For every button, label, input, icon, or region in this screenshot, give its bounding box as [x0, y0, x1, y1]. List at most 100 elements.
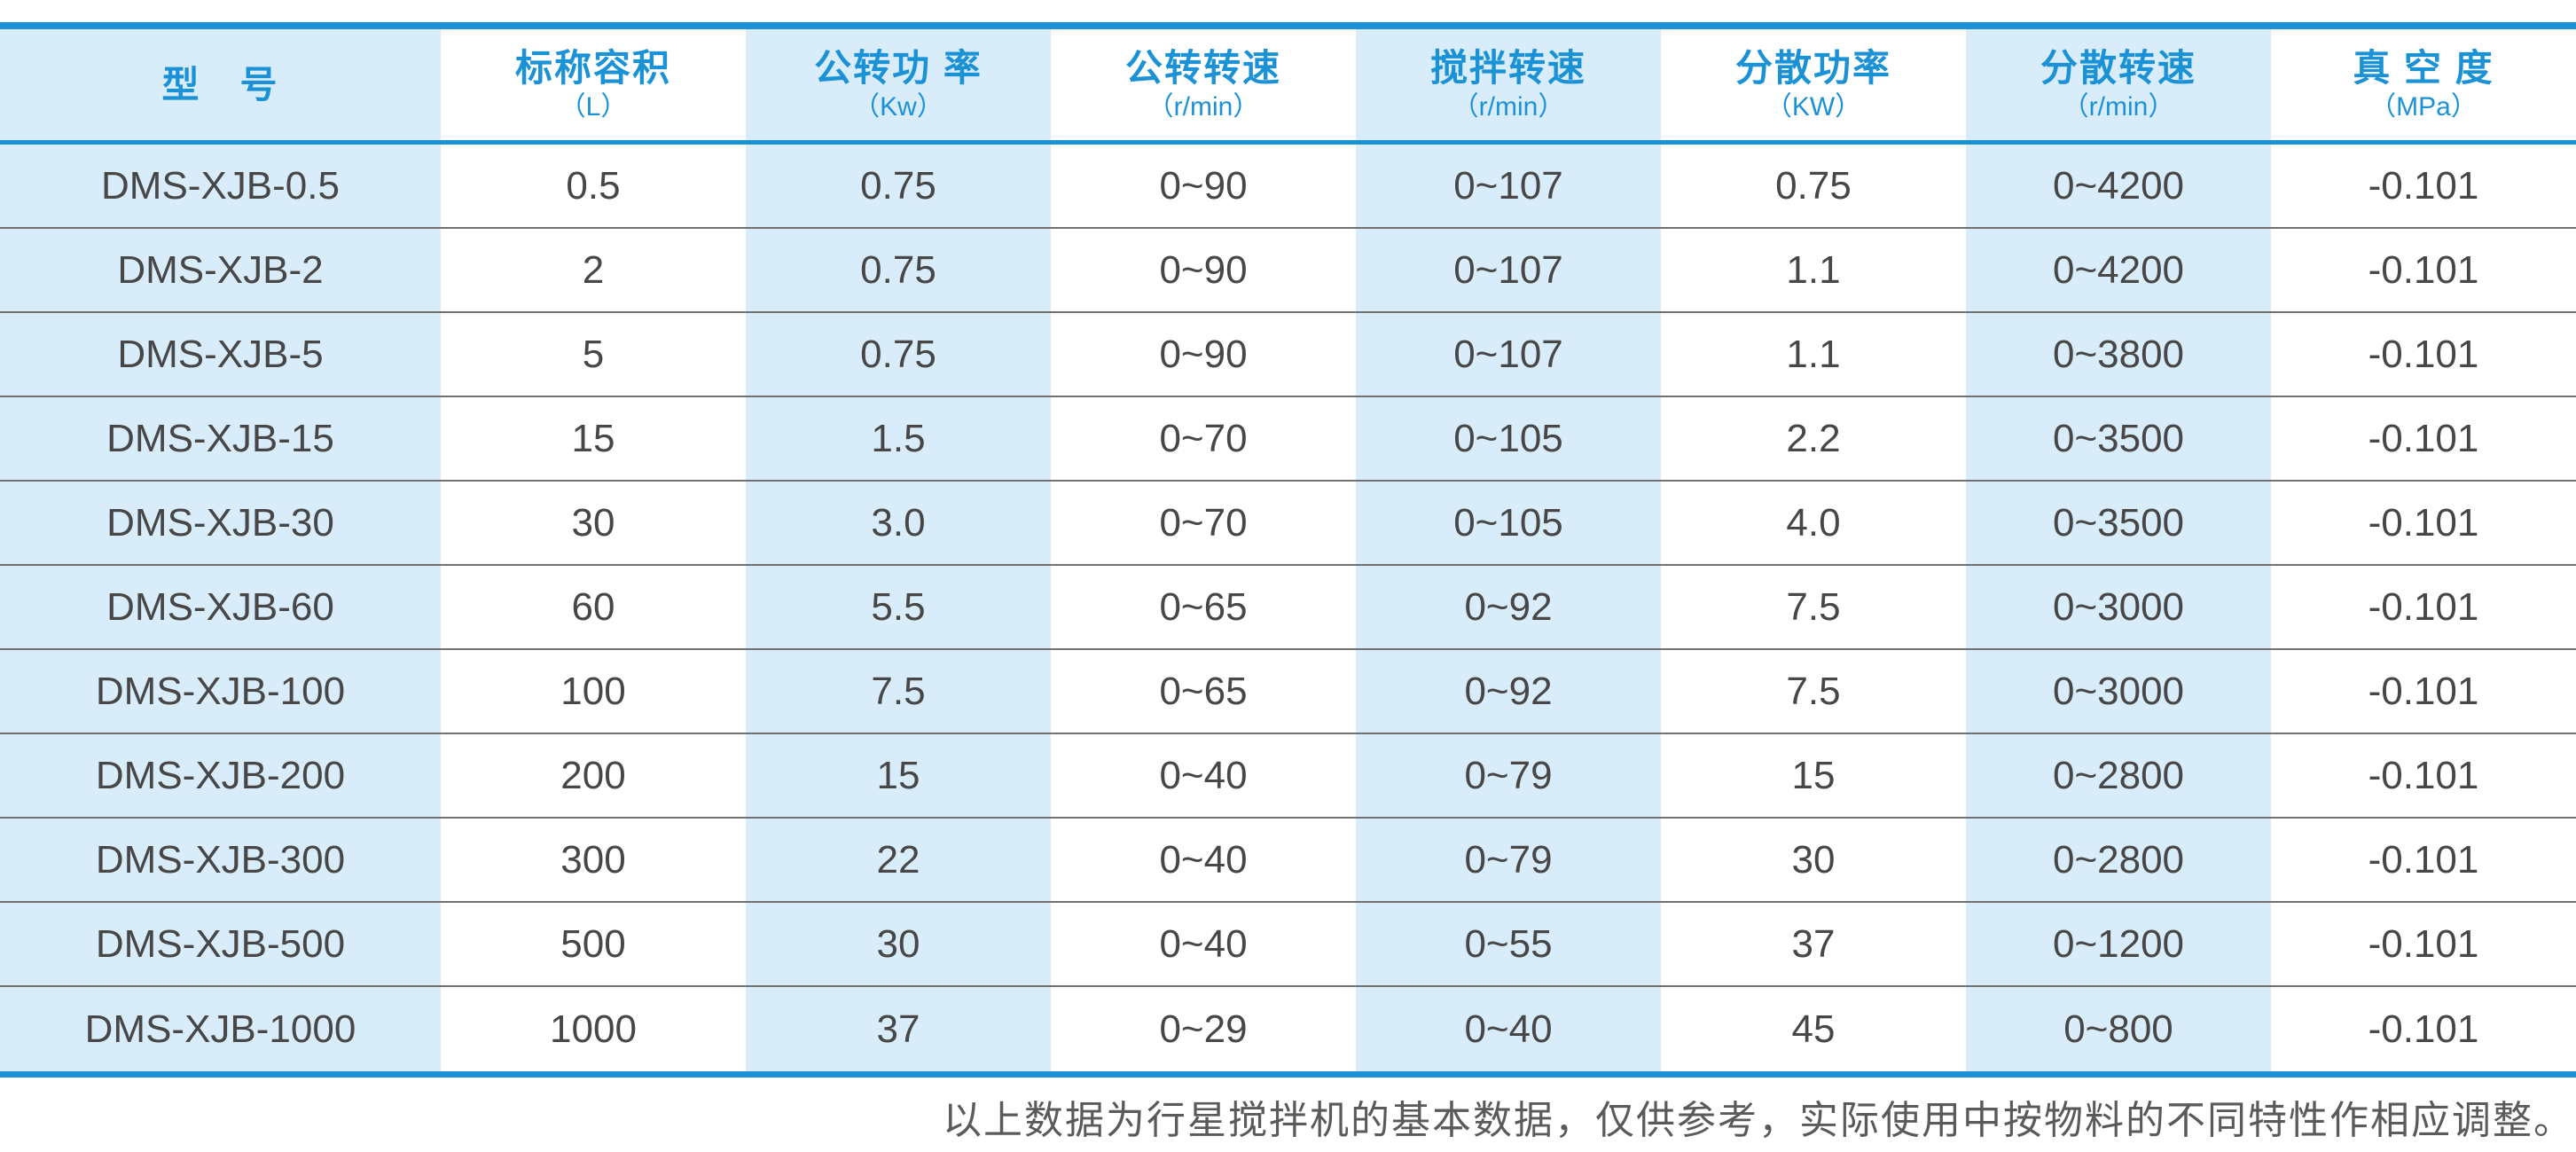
value-cell: 0.75	[746, 229, 1051, 311]
value-cell: 0~92	[1356, 650, 1661, 733]
value-cell: 0~105	[1356, 482, 1661, 564]
value-cell: 0~79	[1356, 734, 1661, 817]
value-cell: 0~2800	[1966, 734, 2271, 817]
value-cell: 1.5	[746, 397, 1051, 480]
table-row: DMS-XJB-15 15 1.5 0~70 0~105 2.2 0~3500 -0.101	[0, 397, 2576, 482]
header-title: 标称容积	[514, 46, 671, 89]
header-unit: （r/min）	[2062, 91, 2175, 121]
header-model: 型 号	[0, 29, 441, 140]
model-cell: DMS-XJB-0.5	[0, 145, 441, 227]
value-cell: 1.1	[1661, 313, 1966, 396]
value-cell: 0.75	[746, 313, 1051, 396]
model-cell: DMS-XJB-2	[0, 229, 441, 311]
value-cell: 0~92	[1356, 566, 1661, 648]
value-cell: 0~3000	[1966, 650, 2271, 733]
value-cell: 3.0	[746, 482, 1051, 564]
value-cell: 0.75	[746, 145, 1051, 227]
value-cell: 0~40	[1051, 819, 1356, 901]
value-cell: 4.0	[1661, 482, 1966, 564]
value-cell: 0~3800	[1966, 313, 2271, 396]
value-cell: 0~29	[1051, 987, 1356, 1071]
header-unit: （r/min）	[1452, 91, 1565, 121]
value-cell: 500	[441, 903, 746, 985]
model-cell: DMS-XJB-60	[0, 566, 441, 648]
header-vacuum-degree: 真 空 度 （MPa）	[2271, 29, 2576, 140]
value-cell: 0.5	[441, 145, 746, 227]
value-cell: 0~40	[1051, 903, 1356, 985]
value-cell: 0~40	[1356, 987, 1661, 1071]
value-cell: -0.101	[2271, 987, 2576, 1071]
header-unit: （r/min）	[1147, 91, 1260, 121]
model-cell: DMS-XJB-5	[0, 313, 441, 396]
value-cell: -0.101	[2271, 482, 2576, 564]
value-cell: 0~800	[1966, 987, 2271, 1071]
value-cell: -0.101	[2271, 566, 2576, 648]
value-cell: 0~70	[1051, 482, 1356, 564]
value-cell: 0~107	[1356, 229, 1661, 311]
value-cell: 7.5	[1661, 650, 1966, 733]
model-cell: DMS-XJB-30	[0, 482, 441, 564]
value-cell: -0.101	[2271, 229, 2576, 311]
header-divider-line	[0, 140, 2576, 145]
value-cell: 37	[746, 987, 1051, 1071]
value-cell: 1000	[441, 987, 746, 1071]
value-cell: 0~107	[1356, 145, 1661, 227]
planetary-mixer-spec-table: 型 号 标称容积 （L） 公转功 率 （Kw） 公转转速 （r/min） 搅拌转…	[0, 22, 2576, 1078]
header-title: 分散转速	[2040, 46, 2196, 89]
value-cell: 1.1	[1661, 229, 1966, 311]
table-row: DMS-XJB-30 30 3.0 0~70 0~105 4.0 0~3500 -0.101	[0, 482, 2576, 566]
value-cell: 0~70	[1051, 397, 1356, 480]
header-title: 公转转速	[1124, 46, 1281, 89]
footer-note: 以上数据为行星搅拌机的基本数据，仅供参考，实际使用中按物料的不同特性作相应调整。	[943, 1098, 2574, 1143]
table-row: DMS-XJB-300 300 22 0~40 0~79 30 0~2800 -0.101	[0, 819, 2576, 903]
header-dispersion-speed: 分散转速 （r/min）	[1966, 29, 2271, 140]
header-nominal-volume: 标称容积 （L）	[441, 29, 746, 140]
value-cell: 2.2	[1661, 397, 1966, 480]
table-row: DMS-XJB-2 2 0.75 0~90 0~107 1.1 0~4200 -0.101	[0, 229, 2576, 313]
header-revolution-power: 公转功 率 （Kw）	[746, 29, 1051, 140]
value-cell: -0.101	[2271, 734, 2576, 817]
table-row: DMS-XJB-500 500 30 0~40 0~55 37 0~1200 -0.101	[0, 903, 2576, 987]
value-cell: 0~90	[1051, 313, 1356, 396]
value-cell: 0~79	[1356, 819, 1661, 901]
value-cell: -0.101	[2271, 313, 2576, 396]
model-cell: DMS-XJB-15	[0, 397, 441, 480]
header-stirring-speed: 搅拌转速 （r/min）	[1356, 29, 1661, 140]
model-cell: DMS-XJB-500	[0, 903, 441, 985]
table-row: DMS-XJB-100 100 7.5 0~65 0~92 7.5 0~3000 -0.101	[0, 650, 2576, 734]
value-cell: 0~3000	[1966, 566, 2271, 648]
header-dispersion-power: 分散功率 （KW）	[1661, 29, 1966, 140]
value-cell: -0.101	[2271, 397, 2576, 480]
value-cell: 0~3500	[1966, 397, 2271, 480]
value-cell: 100	[441, 650, 746, 733]
value-cell: 30	[441, 482, 746, 564]
value-cell: 0~55	[1356, 903, 1661, 985]
value-cell: 0.75	[1661, 145, 1966, 227]
value-cell: 200	[441, 734, 746, 817]
value-cell: 300	[441, 819, 746, 901]
value-cell: 7.5	[746, 650, 1051, 733]
value-cell: 22	[746, 819, 1051, 901]
value-cell: 15	[1661, 734, 1966, 817]
value-cell: 0~90	[1051, 229, 1356, 311]
value-cell: -0.101	[2271, 145, 2576, 227]
header-unit: （L）	[559, 91, 628, 121]
model-cell: DMS-XJB-1000	[0, 987, 441, 1071]
header-unit: （KW）	[1765, 91, 1862, 121]
value-cell: 15	[746, 734, 1051, 817]
header-unit: （MPa）	[2369, 91, 2478, 121]
header-unit: （Kw）	[853, 91, 943, 121]
value-cell: 30	[746, 903, 1051, 985]
value-cell: 0~90	[1051, 145, 1356, 227]
value-cell: 0~40	[1051, 734, 1356, 817]
table-row: DMS-XJB-60 60 5.5 0~65 0~92 7.5 0~3000 -0.101	[0, 566, 2576, 650]
value-cell: 30	[1661, 819, 1966, 901]
table-row: DMS-XJB-200 200 15 0~40 0~79 15 0~2800 -0.101	[0, 734, 2576, 819]
header-title: 真 空 度	[2353, 46, 2494, 89]
value-cell: 60	[441, 566, 746, 648]
value-cell: 2	[441, 229, 746, 311]
value-cell: -0.101	[2271, 819, 2576, 901]
value-cell: 15	[441, 397, 746, 480]
header-title: 型 号	[161, 63, 279, 106]
value-cell: 5.5	[746, 566, 1051, 648]
